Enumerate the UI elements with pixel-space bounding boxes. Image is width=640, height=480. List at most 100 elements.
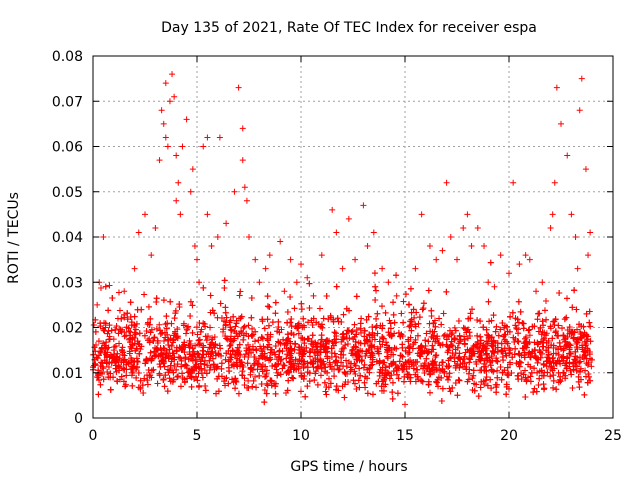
data-point — [168, 342, 175, 349]
chart-title: Day 135 of 2021, Rate Of TEC Index for r… — [161, 20, 537, 36]
data-point — [564, 326, 571, 333]
data-point — [355, 353, 362, 360]
data-point — [402, 347, 409, 354]
data-point — [495, 332, 502, 339]
data-point — [267, 356, 274, 363]
data-point — [433, 352, 440, 359]
data-point — [364, 390, 371, 397]
data-point — [582, 367, 589, 374]
data-point — [488, 338, 495, 345]
data-point — [535, 328, 542, 335]
data-point — [505, 385, 512, 392]
data-point — [191, 367, 198, 374]
data-point — [236, 348, 243, 355]
data-point — [503, 391, 510, 398]
data-point — [126, 350, 133, 357]
data-point — [574, 355, 581, 362]
data-point — [175, 373, 182, 380]
data-point — [227, 326, 234, 333]
data-point — [577, 368, 584, 375]
data-point — [574, 326, 581, 333]
data-point — [257, 343, 264, 350]
data-point — [256, 279, 263, 286]
data-point — [328, 345, 335, 352]
data-point — [162, 80, 169, 87]
data-point — [455, 318, 462, 325]
data-point — [451, 336, 458, 343]
data-point — [563, 295, 570, 302]
data-point — [553, 360, 560, 367]
data-point — [551, 179, 558, 186]
data-point — [218, 352, 225, 359]
data-point — [541, 335, 548, 342]
data-point — [249, 383, 256, 390]
data-point — [552, 316, 559, 323]
data-point — [422, 342, 429, 349]
data-point — [130, 363, 137, 370]
data-point — [141, 332, 148, 339]
data-point — [548, 342, 555, 349]
data-point — [583, 331, 590, 338]
data-point — [410, 365, 417, 372]
data-point — [170, 376, 177, 383]
data-point — [235, 390, 242, 397]
data-point — [160, 360, 167, 367]
data-point — [92, 328, 99, 335]
data-point — [582, 342, 589, 349]
data-point — [273, 361, 280, 368]
data-point — [522, 394, 529, 401]
data-point — [371, 332, 378, 339]
data-point — [331, 329, 338, 336]
data-point — [139, 382, 146, 389]
data-point — [428, 348, 435, 355]
data-point — [287, 358, 294, 365]
data-point — [497, 252, 504, 259]
data-point — [252, 346, 259, 353]
data-point — [539, 329, 546, 336]
data-point — [335, 366, 342, 373]
data-point — [555, 322, 562, 329]
data-point — [163, 325, 170, 332]
data-point — [396, 358, 403, 365]
data-point — [499, 320, 506, 327]
data-point — [287, 294, 294, 301]
data-point — [433, 256, 440, 263]
data-point — [338, 319, 345, 326]
data-point — [160, 297, 167, 304]
data-point — [567, 367, 574, 374]
data-point — [189, 345, 196, 352]
data-point — [107, 370, 114, 377]
data-point — [566, 323, 573, 330]
data-point — [449, 342, 456, 349]
data-point — [564, 354, 571, 361]
data-point — [353, 344, 360, 351]
data-point — [389, 395, 396, 402]
data-point — [447, 327, 454, 334]
data-point — [171, 315, 178, 322]
data-point — [298, 261, 304, 268]
data-point — [167, 298, 174, 305]
data-point — [120, 357, 127, 364]
data-point — [539, 279, 546, 286]
data-point — [361, 340, 368, 347]
data-point — [483, 326, 490, 333]
data-point — [284, 331, 291, 338]
data-point — [95, 391, 102, 398]
data-point — [187, 312, 194, 319]
data-point — [384, 347, 391, 354]
data-point — [343, 305, 350, 312]
data-point — [156, 321, 163, 328]
x-tick-label: 25 — [604, 428, 622, 444]
data-point — [483, 374, 490, 381]
data-point — [438, 397, 445, 404]
data-point — [248, 314, 255, 321]
data-point — [586, 349, 593, 356]
data-point — [344, 341, 351, 348]
data-point — [233, 359, 240, 366]
data-point — [562, 335, 569, 342]
data-point — [526, 326, 533, 333]
data-point — [322, 338, 329, 345]
data-point — [193, 324, 200, 331]
data-point — [221, 277, 228, 284]
data-point — [225, 358, 232, 365]
